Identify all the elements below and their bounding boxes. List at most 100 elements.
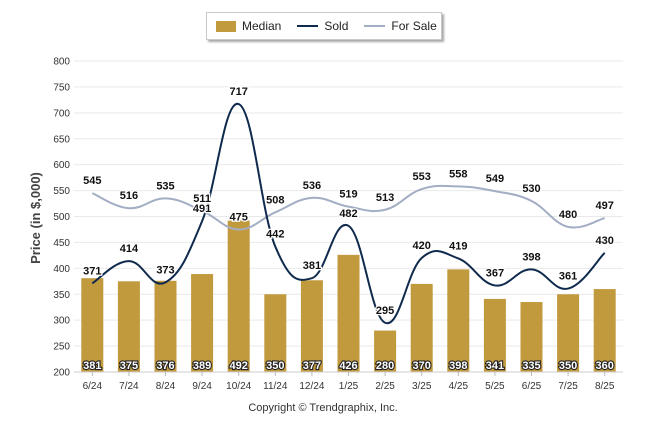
legend-median: Median <box>216 19 281 33</box>
legend-median-label: Median <box>242 19 282 33</box>
y-tick-label: 350 <box>53 290 70 301</box>
chart-legend: Median Sold For Sale <box>206 12 442 40</box>
for-sale-value-label: 535 <box>156 180 174 192</box>
for-sale-value-label: 475 <box>230 211 248 223</box>
median-value-label: 341 <box>486 360 504 372</box>
sold-value-label: 367 <box>486 267 504 279</box>
sold-value-label: 491 <box>193 203 211 215</box>
y-tick-label: 400 <box>53 264 70 275</box>
x-tick-label: 7/24 <box>119 381 139 392</box>
median-value-label: 280 <box>376 360 394 372</box>
for-sale-value-label: 558 <box>449 168 467 180</box>
median-value-label: 426 <box>339 360 357 372</box>
x-tick-label: 8/24 <box>156 381 176 392</box>
median-bars <box>81 220 616 372</box>
median-value-label: 350 <box>266 360 284 372</box>
median-bar <box>447 269 470 372</box>
x-tick-label: 6/25 <box>522 381 542 392</box>
y-tick-label: 200 <box>53 368 70 379</box>
for-sale-value-label: 497 <box>596 200 614 212</box>
median-bar <box>337 254 360 372</box>
y-tick-label: 300 <box>53 316 70 327</box>
data-labels: 381 375 376 389 492 350 377 426 280 370 398 341 335 3… <box>82 85 615 373</box>
x-tick-label: 2/25 <box>375 381 395 392</box>
for-sale-value-label: 513 <box>376 192 394 204</box>
median-swatch <box>216 20 236 32</box>
for-sale-value-label: 545 <box>83 175 101 187</box>
sold-value-label: 295 <box>376 305 394 317</box>
for-sale-value-label: 549 <box>486 173 504 185</box>
sold-value-label: 398 <box>522 251 540 263</box>
median-value-label: 335 <box>522 360 540 372</box>
for-sale-value-label: 508 <box>266 194 284 206</box>
median-value-label: 377 <box>303 360 321 372</box>
median-value-label: 492 <box>230 360 248 372</box>
y-axis-label: Price (in $,000) <box>28 172 43 264</box>
sold-swatch <box>297 25 319 27</box>
median-value-label: 398 <box>449 360 467 372</box>
sold-value-label: 442 <box>266 229 284 241</box>
legend-for-sale-label: For Sale <box>391 19 437 33</box>
x-tick-label: 11/24 <box>263 381 288 392</box>
for-sale-value-label: 536 <box>303 180 321 192</box>
median-value-label: 350 <box>559 360 577 372</box>
sold-value-label: 482 <box>339 208 357 220</box>
copyright-notice: Copyright © Trendgraphix, Inc. <box>248 402 398 414</box>
median-bar <box>117 281 140 372</box>
median-value-label: 389 <box>193 360 211 372</box>
median-value-label: 370 <box>413 360 431 372</box>
for-sale-value-label: 519 <box>339 189 357 201</box>
y-axis-ticks: 200 250 300 350 400 450 500 550 600 650 700 750 800 <box>53 57 70 379</box>
x-tick-label: 6/24 <box>83 381 103 392</box>
for-sale-value-label: 480 <box>559 209 577 221</box>
x-tick-label: 4/25 <box>449 381 469 392</box>
sold-value-label: 361 <box>559 271 577 283</box>
sold-value-label: 717 <box>230 86 248 98</box>
median-bar <box>264 294 287 372</box>
sold-value-label: 373 <box>156 264 174 276</box>
median-value-label: 381 <box>83 360 101 372</box>
median-value-label: 376 <box>156 360 174 372</box>
sold-value-label: 420 <box>413 240 431 252</box>
legend-for-sale: For Sale <box>364 19 437 33</box>
median-bar <box>557 294 580 372</box>
sold-value-label: 381 <box>303 260 321 272</box>
series-lines <box>91 103 606 324</box>
sold-value-label: 414 <box>120 243 139 255</box>
y-tick-label: 800 <box>53 57 70 68</box>
for-sale-value-label: 553 <box>413 171 431 183</box>
for-sale-value-label: 516 <box>120 190 138 202</box>
median-bar <box>227 220 250 372</box>
for-sale-value-label: 511 <box>193 193 211 205</box>
sold-value-label: 419 <box>449 240 467 252</box>
legend-sold: Sold <box>297 19 348 33</box>
median-value-label: 360 <box>596 360 614 372</box>
median-bar <box>191 274 214 372</box>
x-tick-label: 1/25 <box>339 381 359 392</box>
median-bar <box>593 289 616 372</box>
x-tick-label: 10/24 <box>226 381 251 392</box>
legend-sold-label: Sold <box>324 19 349 33</box>
sold-value-label: 430 <box>596 235 614 247</box>
median-value-label: 375 <box>120 360 138 372</box>
y-tick-label: 450 <box>53 238 70 249</box>
x-tick-label: 12/24 <box>299 381 324 392</box>
median-bar <box>154 280 177 372</box>
x-tick-label: 3/25 <box>412 381 432 392</box>
x-tick-label: 9/24 <box>192 381 212 392</box>
x-tick-label: 7/25 <box>558 381 578 392</box>
median-bar <box>81 278 104 372</box>
sold-value-label: 371 <box>83 265 101 277</box>
median-bar <box>483 298 506 372</box>
y-tick-label: 500 <box>53 212 70 223</box>
for-sale-swatch <box>364 25 386 27</box>
y-tick-label: 600 <box>53 160 70 171</box>
y-tick-label: 750 <box>53 82 70 93</box>
median-bar <box>520 302 543 372</box>
for-sale-line <box>91 184 605 231</box>
y-tick-label: 550 <box>53 186 70 197</box>
sold-line <box>91 103 606 324</box>
y-tick-label: 700 <box>53 108 70 119</box>
x-tick-label: 5/25 <box>485 381 505 392</box>
